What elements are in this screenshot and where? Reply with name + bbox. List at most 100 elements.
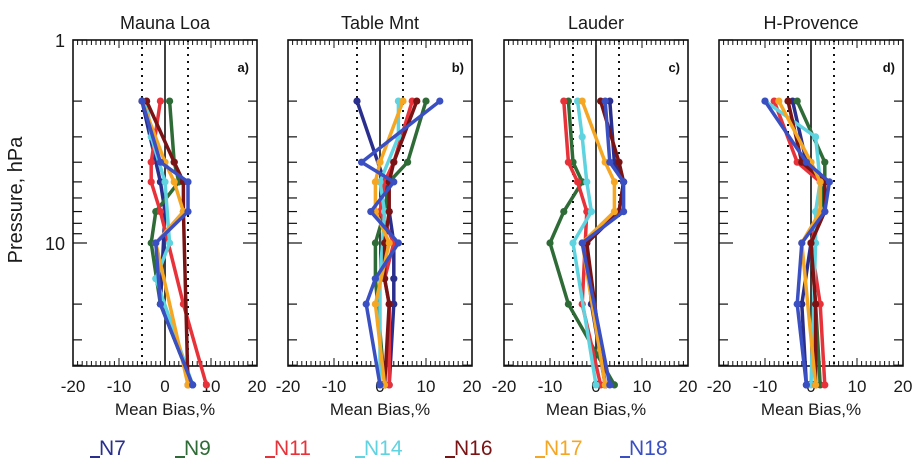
data-point <box>371 239 379 247</box>
panel-label: a) <box>237 60 249 75</box>
data-point <box>371 178 379 186</box>
x-tick-label: 20 <box>894 377 913 396</box>
panel-label: c) <box>668 60 680 75</box>
x-tick-label: -10 <box>322 377 347 396</box>
data-point <box>390 275 398 283</box>
data-point <box>615 158 623 166</box>
x-axis-label: Mean Bias,% <box>115 400 215 419</box>
panel-title: Lauder <box>568 13 624 33</box>
data-point <box>592 381 600 389</box>
data-point <box>564 158 573 166</box>
series-n18 <box>578 97 628 389</box>
series-line <box>359 99 442 387</box>
data-point <box>825 178 834 186</box>
data-point <box>138 97 146 105</box>
x-tick-label: 0 <box>160 377 169 396</box>
data-point <box>812 381 820 389</box>
data-point <box>189 381 197 389</box>
data-point <box>376 381 384 389</box>
data-point <box>578 239 586 247</box>
data-point <box>385 300 393 308</box>
data-point <box>583 178 591 186</box>
data-point <box>578 97 586 105</box>
data-point <box>606 158 614 166</box>
x-tick-label: -20 <box>61 377 86 396</box>
panel-label: d) <box>883 60 895 75</box>
legend-label: N17 <box>544 437 583 460</box>
data-point <box>390 178 398 186</box>
x-tick-label: -10 <box>107 377 132 396</box>
data-point <box>156 208 164 216</box>
data-point <box>161 178 169 186</box>
data-point <box>436 97 444 105</box>
data-point <box>147 178 155 186</box>
x-tick-label: 20 <box>679 377 698 396</box>
series-line <box>763 99 822 387</box>
data-point <box>358 158 366 166</box>
data-point <box>793 97 801 105</box>
data-point <box>404 158 412 166</box>
data-point <box>371 300 379 308</box>
legend-label: N16 <box>454 437 493 460</box>
legend-label: N11 <box>274 437 311 460</box>
data-point <box>413 97 421 105</box>
data-point <box>620 208 628 216</box>
data-point <box>371 275 379 283</box>
data-point <box>546 239 554 247</box>
data-point <box>587 208 596 216</box>
data-point <box>761 97 769 105</box>
data-point <box>156 97 164 105</box>
data-point <box>156 300 164 308</box>
data-point <box>376 158 384 166</box>
data-point <box>807 239 815 247</box>
data-point <box>798 239 806 247</box>
data-point <box>166 97 174 105</box>
data-point <box>564 300 573 308</box>
x-tick-label: 10 <box>417 377 436 396</box>
data-point <box>610 208 619 216</box>
x-tick-label: -10 <box>538 377 563 396</box>
data-point <box>802 381 811 389</box>
panel-title: H-Provence <box>763 13 858 33</box>
data-point <box>784 97 792 105</box>
data-point <box>184 208 192 216</box>
series-n18 <box>761 97 834 389</box>
series-line <box>580 99 626 387</box>
data-point <box>775 97 783 105</box>
data-point <box>578 133 586 141</box>
data-point <box>147 158 155 166</box>
data-point <box>166 239 174 247</box>
series-n18 <box>138 97 197 389</box>
data-point <box>569 239 577 247</box>
x-axis-label: Mean Bias,% <box>330 400 430 419</box>
data-point <box>362 300 370 308</box>
data-point <box>816 178 824 186</box>
data-point <box>610 178 619 186</box>
data-point <box>385 239 393 247</box>
data-point <box>353 97 361 105</box>
series-line <box>571 99 598 387</box>
x-tick-label: -20 <box>276 377 301 396</box>
legend-label: N18 <box>629 437 668 460</box>
data-point <box>422 97 430 105</box>
data-point <box>170 158 178 166</box>
x-tick-label: -20 <box>707 377 732 396</box>
x-tick-label: -10 <box>753 377 778 396</box>
data-point <box>394 239 402 247</box>
series-line <box>777 99 822 387</box>
data-point <box>620 178 628 186</box>
data-point <box>812 300 820 308</box>
data-point <box>793 300 801 308</box>
panel-label: b) <box>452 60 464 75</box>
legend-label: N9 <box>184 437 211 460</box>
x-tick-label: 10 <box>633 377 652 396</box>
series-line <box>140 99 190 387</box>
data-point <box>390 158 398 166</box>
data-point <box>560 208 568 216</box>
panel-title: Table Mnt <box>341 13 419 33</box>
data-point <box>601 97 609 105</box>
